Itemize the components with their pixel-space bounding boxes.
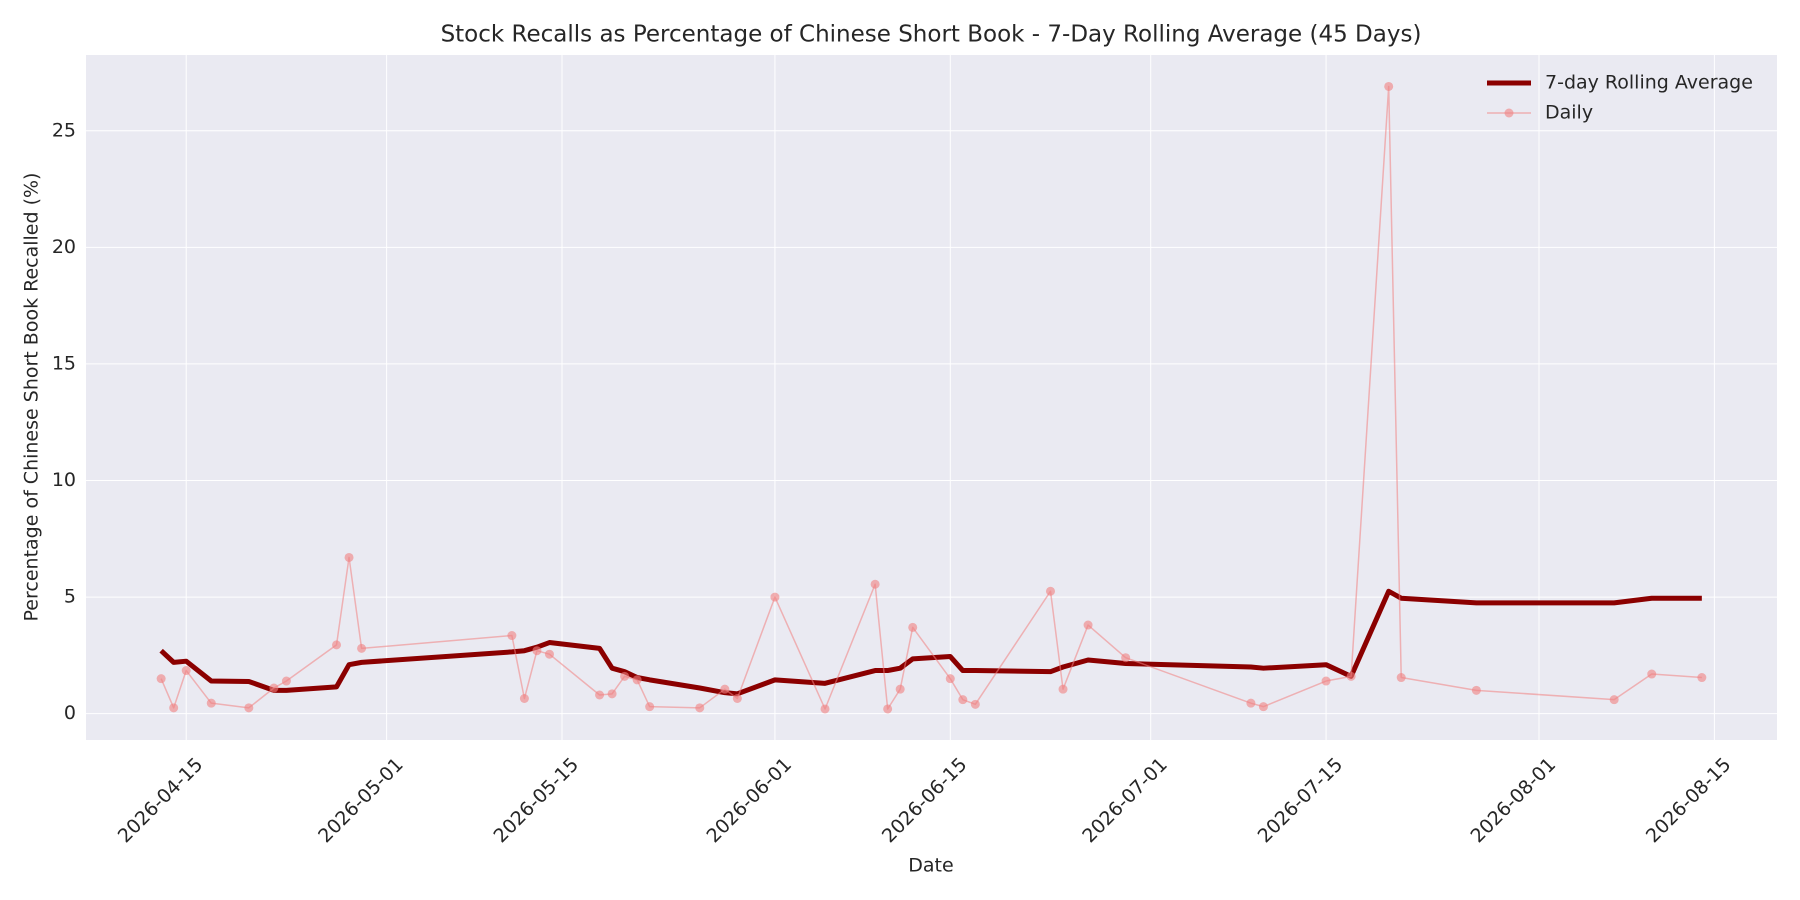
data-point: [244, 703, 254, 713]
legend-label: 7-day Rolling Average: [1545, 72, 1753, 94]
data-point: [181, 666, 191, 676]
data-point: [156, 674, 166, 684]
data-point: [1346, 671, 1356, 681]
data-point: [1246, 698, 1256, 708]
legend-marker: [1504, 108, 1514, 118]
y-tick-label: 20: [52, 236, 76, 258]
data-point: [1121, 653, 1131, 663]
x-tick-label: 2026-07-01: [1078, 754, 1172, 848]
data-point: [532, 646, 542, 656]
data-point: [344, 552, 354, 562]
y-tick-label: 0: [64, 702, 76, 724]
data-point: [519, 693, 529, 703]
data-point: [1058, 684, 1068, 694]
data-point: [269, 683, 279, 693]
data-point: [970, 699, 980, 709]
x-tick-label: 2026-06-01: [702, 754, 796, 848]
y-axis-label: Percentage of Chinese Short Book Recalle…: [21, 173, 43, 622]
y-tick-label: 5: [64, 586, 76, 608]
x-tick-label: 2026-05-01: [314, 754, 408, 848]
data-point: [1384, 81, 1394, 91]
data-point: [695, 703, 705, 713]
data-point: [820, 704, 830, 714]
data-point: [895, 684, 905, 694]
data-point: [507, 631, 517, 641]
data-point: [1321, 676, 1331, 686]
data-point: [1083, 620, 1093, 630]
data-point: [958, 695, 968, 705]
data-point: [1697, 673, 1707, 683]
data-point: [544, 649, 554, 659]
y-tick-label: 15: [52, 352, 76, 374]
series-line: [159, 588, 1702, 697]
data-point: [720, 684, 730, 694]
chart-title: Stock Recalls as Percentage of Chinese S…: [441, 22, 1422, 48]
data-point: [870, 579, 880, 589]
data-point: [945, 674, 955, 684]
data-point: [1647, 669, 1657, 679]
x-tick-label: 2026-06-15: [878, 754, 972, 848]
data-point: [732, 693, 742, 703]
plot-area: [86, 55, 1777, 740]
data-point: [645, 702, 655, 712]
data-point: [332, 640, 342, 650]
legend-label: Daily: [1545, 102, 1593, 124]
x-tick-label: 2026-07-15: [1254, 754, 1348, 848]
data-point: [169, 703, 179, 713]
data-point: [632, 675, 642, 685]
y-tick-label: 25: [52, 119, 76, 141]
data-point: [595, 690, 605, 700]
data-point: [1471, 685, 1481, 695]
data-point: [908, 622, 918, 632]
data-point: [1609, 695, 1619, 705]
data-point: [883, 704, 893, 714]
data-point: [607, 689, 617, 699]
data-point: [281, 676, 291, 686]
data-point: [357, 643, 367, 653]
x-tick-label: 2026-08-01: [1467, 754, 1561, 848]
data-point: [770, 592, 780, 602]
y-tick-label: 10: [52, 469, 76, 491]
x-tick-label: 2026-08-15: [1642, 754, 1736, 848]
x-tick-label: 2026-04-15: [114, 754, 208, 848]
data-point: [620, 671, 630, 681]
x-axis-label: Date: [908, 855, 953, 877]
data-point: [1045, 586, 1055, 596]
data-point: [1396, 673, 1406, 683]
x-tick-label: 2026-05-15: [489, 754, 583, 848]
data-point: [1258, 702, 1268, 712]
data-point: [206, 698, 216, 708]
